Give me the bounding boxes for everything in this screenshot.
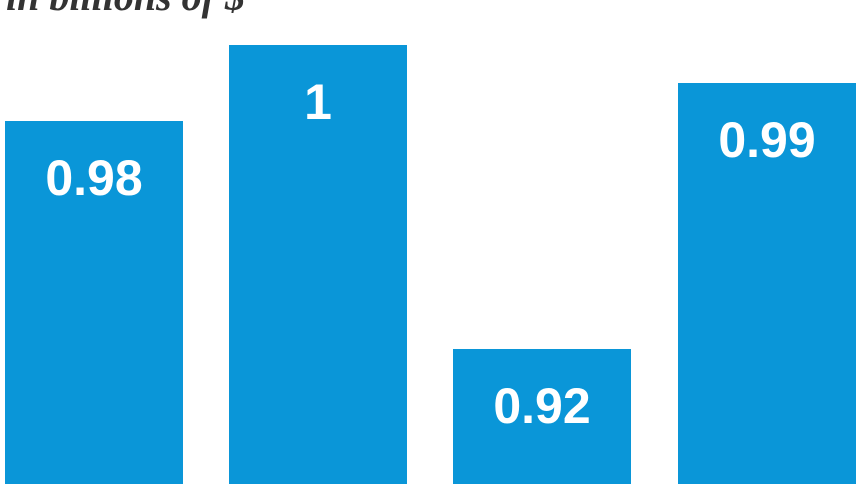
bar-4: [678, 83, 856, 484]
data-label-1: 0.98: [45, 150, 142, 206]
data-label-2: 1: [304, 74, 332, 130]
chart-subtitle: in billions of $: [6, 0, 245, 20]
bar-2: [229, 45, 407, 484]
bar-3: [453, 349, 631, 484]
data-label-3: 0.92: [493, 378, 590, 434]
bar-1: [5, 121, 183, 484]
data-label-4: 0.99: [718, 112, 815, 168]
